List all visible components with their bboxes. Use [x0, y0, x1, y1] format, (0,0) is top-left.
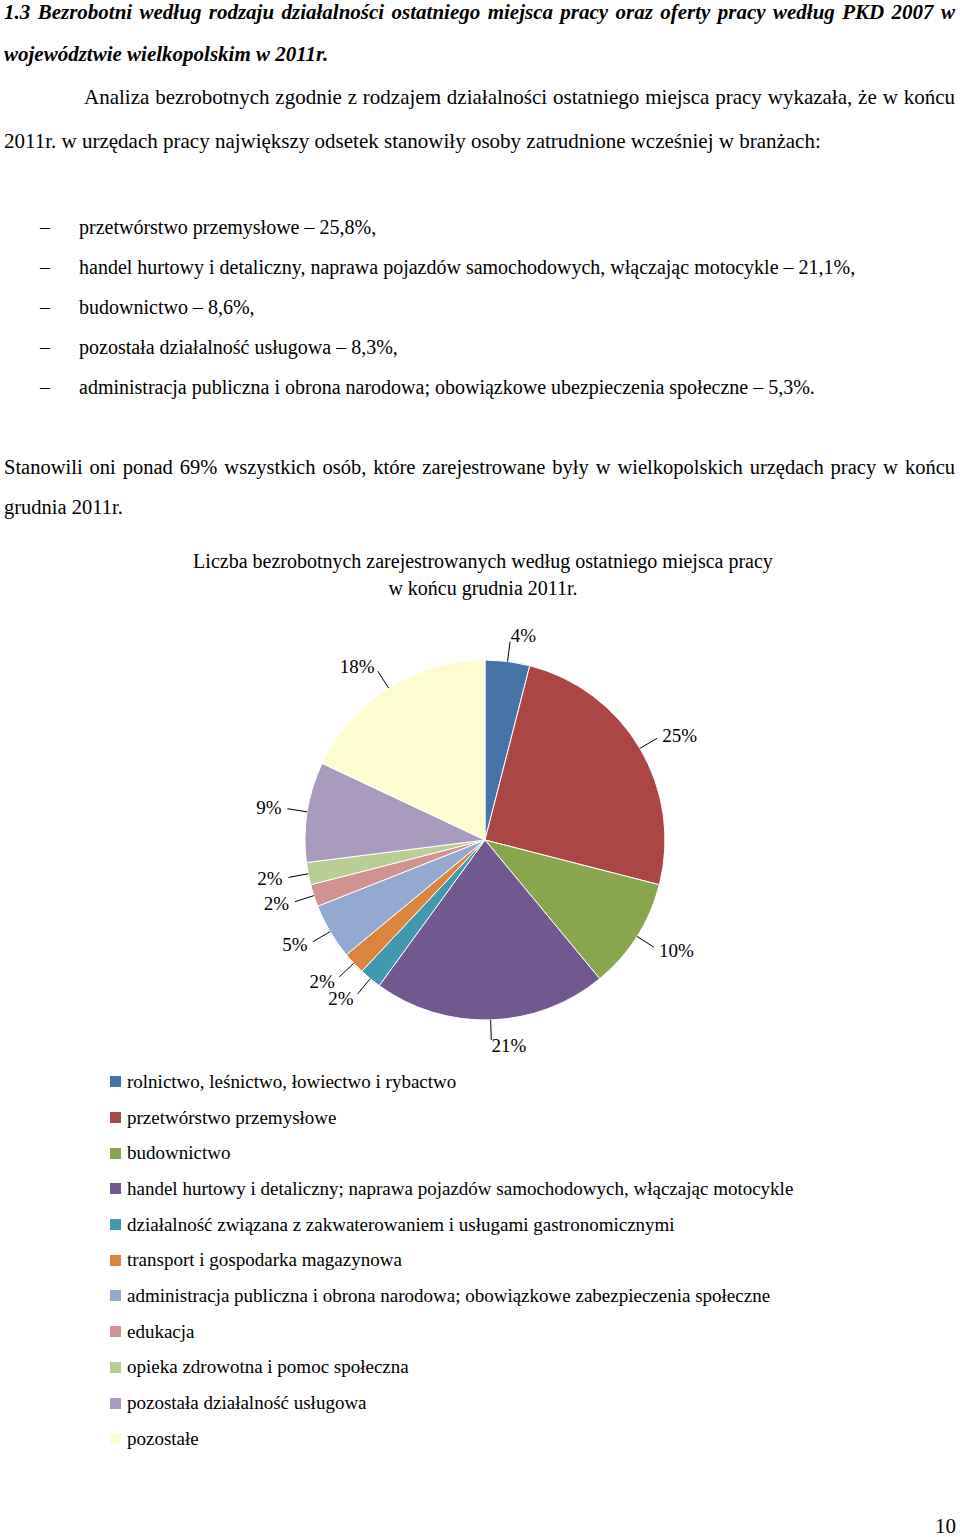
html-text:budownictwo: budownictwo — [127, 1142, 231, 1164]
html-text:pozostała działalność usługowa: pozostała działalność usługowa – 8,3%, — [79, 336, 398, 358]
html-text:przetwórstwo przemysłowe – 25,: przetwórstwo przemysłowe – 25,8%, — [79, 216, 377, 238]
html-text:budownictwo – 8,6%,: budownictwo – 8,6%, — [79, 296, 255, 318]
svg-text:5%: 5% — [282, 934, 308, 955]
html-text:Analiza bezrobotnych zgodnie z: Analiza bezrobotnych zgodnie z rodzajem … — [4, 85, 955, 153]
html-text:rolnictwo, leśnictwo, łowiectw: rolnictwo, leśnictwo, łowiectwo i rybact… — [127, 1070, 457, 1092]
svg-text:2%: 2% — [257, 868, 283, 889]
html-text:1.3 Bezrobotni według rodzaju: 1.3 Bezrobotni według rodzaju działalnoś… — [4, 0, 955, 66]
svg-text:25%: 25% — [662, 725, 697, 746]
html-text:pozostałe: pozostałe — [127, 1427, 199, 1449]
svg-text:21%: 21% — [491, 1035, 526, 1056]
svg-text:9%: 9% — [256, 797, 282, 818]
html-text:transport i gospodarka magazyn: transport i gospodarka magazynowa — [127, 1249, 402, 1271]
svg-text:2%: 2% — [264, 893, 290, 914]
html-text:Liczba bezrobotnych zarejestro: Liczba bezrobotnych zarejestrowanych wed… — [193, 550, 773, 599]
html-text:edukacja: edukacja — [127, 1320, 195, 1342]
html-text:administracja publiczna i obro: administracja publiczna i obrona narodow… — [127, 1285, 771, 1306]
svg-text:2%: 2% — [328, 988, 354, 1010]
html-text:działalność związana z zakwate: działalność związana z zakwaterowaniem i… — [127, 1213, 675, 1235]
html-text:handel hurtowy i detaliczny, n: handel hurtowy i detaliczny, naprawa poj… — [79, 256, 856, 278]
html-text:10: 10 — [935, 1514, 956, 1537]
html-text:Stanowili oni ponad 69% wszyst: Stanowili oni ponad 69% wszystkich osób,… — [4, 456, 955, 518]
html-text:opieka zdrowotna i pomoc społe: opieka zdrowotna i pomoc społeczna — [127, 1356, 409, 1378]
html-text:administracja publiczna i obro: administracja publiczna i obrona narodow… — [79, 376, 815, 398]
svg-text:4%: 4% — [511, 625, 536, 646]
svg-text:2%: 2% — [310, 971, 336, 992]
html-text:handel hurtowy i detaliczny; n: handel hurtowy i detaliczny; naprawa poj… — [127, 1177, 794, 1199]
html-text:pozostała działalność usługowa: pozostała działalność usługowa — [127, 1392, 367, 1413]
html-text:przetwórstwo przemysłowe: przetwórstwo przemysłowe — [127, 1106, 337, 1128]
svg-text:18%: 18% — [340, 656, 375, 677]
svg-text:10%: 10% — [659, 940, 694, 961]
